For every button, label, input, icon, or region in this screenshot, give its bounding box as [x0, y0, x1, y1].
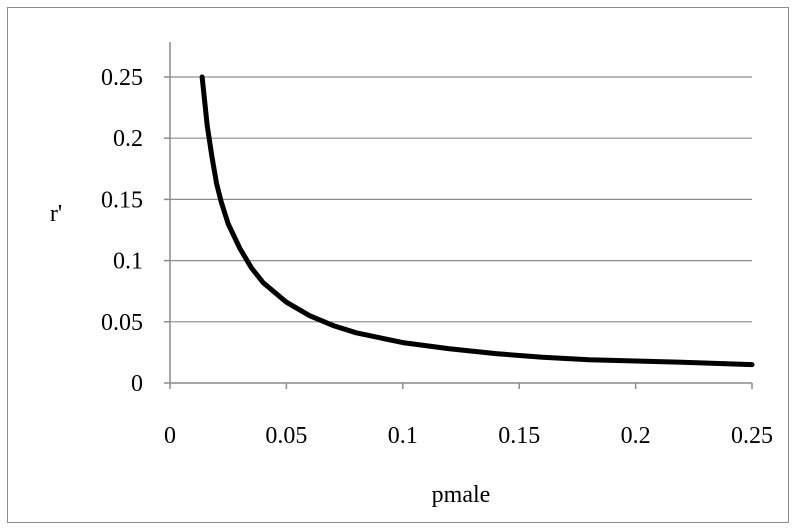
x-tick-label: 0.1	[388, 423, 418, 449]
gridlines	[170, 76, 752, 323]
y-tick-label: 0	[131, 371, 143, 397]
series-line	[199, 74, 755, 368]
y-axis-title: r'	[50, 201, 62, 227]
x-tick-labels: 0 0.05 0.1 0.15 0.2 0.25	[164, 423, 773, 449]
x-tick-label: 0	[164, 423, 176, 449]
chart-frame	[7, 7, 789, 523]
y-tick-labels: 0 0.05 0.1 0.15 0.2 0.25	[101, 65, 143, 397]
x-axis-title: pmale	[432, 482, 491, 508]
y-tick-label: 0.25	[101, 65, 143, 91]
y-tick-label: 0.15	[101, 187, 143, 213]
tick-marks	[164, 76, 753, 389]
x-tick-label: 0.05	[265, 423, 307, 449]
y-tick-label: 0.2	[113, 126, 143, 152]
y-tick-label: 0.1	[113, 249, 143, 275]
x-tick-label: 0.25	[731, 423, 773, 449]
y-tick-label: 0.05	[101, 310, 143, 336]
x-tick-label: 0.2	[621, 423, 651, 449]
x-tick-label: 0.15	[498, 423, 540, 449]
